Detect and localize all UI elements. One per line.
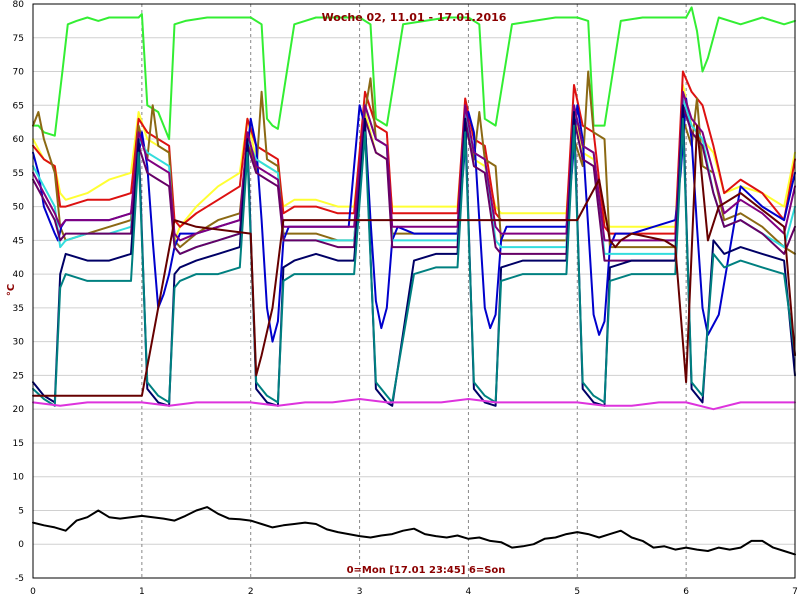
series-line-13 bbox=[32, 506, 796, 556]
series-line-1 bbox=[32, 6, 796, 141]
y-tick-label: 45 bbox=[13, 236, 24, 246]
y-tick-label: 15 bbox=[13, 439, 24, 449]
x-tick-label: 6 bbox=[683, 587, 689, 597]
y-tick-label: 5 bbox=[18, 506, 24, 516]
series-line-9 bbox=[32, 104, 796, 407]
y-tick-label: -5 bbox=[15, 574, 24, 584]
series-line-12 bbox=[32, 398, 796, 411]
series-line-10 bbox=[32, 117, 796, 407]
y-tick-label: 35 bbox=[13, 304, 24, 314]
x-tick-labels: 0 1 2 3 4 5 6 7 bbox=[30, 587, 798, 597]
plot-frame bbox=[32, 3, 796, 579]
series-line-11 bbox=[32, 124, 796, 397]
y-tick-label: 25 bbox=[13, 371, 24, 381]
y-tick-label: 40 bbox=[13, 270, 25, 280]
y-axis-label: °C bbox=[6, 284, 17, 296]
y-tick-label: 55 bbox=[13, 169, 24, 179]
y-tick-labels: -5 0 5 10 15 20 25 30 35 40 45 50 55 60 65 70 75 80 bbox=[13, 0, 25, 584]
x-tick-label: 3 bbox=[357, 587, 363, 597]
x-tick-label: 7 bbox=[792, 587, 798, 597]
y-tick-label: 60 bbox=[13, 135, 25, 145]
y-tick-label: 65 bbox=[13, 101, 24, 111]
x-tick-label: 4 bbox=[466, 587, 472, 597]
x-tick-label: 5 bbox=[574, 587, 580, 597]
chart-footer: 0=Mon [17.01 23:45] 6=Son bbox=[347, 565, 506, 576]
y-tick-label: 0 bbox=[18, 540, 24, 550]
y-tick-label: 20 bbox=[13, 405, 25, 415]
chart-title: Woche 02, 11.01 - 17.01.2016 bbox=[322, 11, 507, 24]
y-tick-label: 50 bbox=[13, 203, 25, 213]
series-lines bbox=[32, 6, 796, 556]
y-tick-label: 10 bbox=[13, 473, 25, 483]
series-line-5 bbox=[32, 97, 796, 343]
y-tick-label: 30 bbox=[13, 338, 25, 348]
x-tick-label: 1 bbox=[139, 587, 145, 597]
x-tick-label: 2 bbox=[248, 587, 254, 597]
y-tick-label: 75 bbox=[13, 34, 24, 44]
y-tick-label: 80 bbox=[13, 0, 25, 10]
y-tick-label: 70 bbox=[13, 68, 25, 78]
x-tick-label: 0 bbox=[30, 587, 36, 597]
